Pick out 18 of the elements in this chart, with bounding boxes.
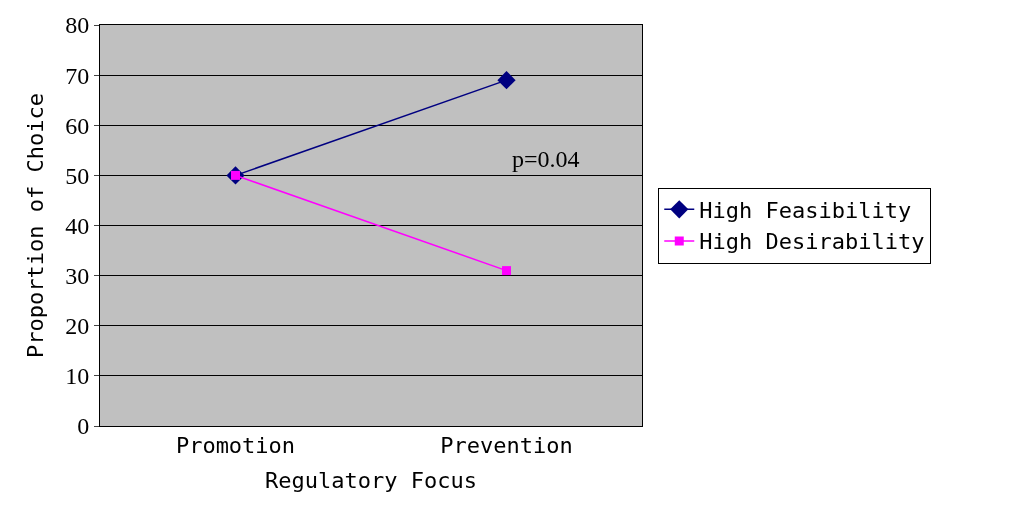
x-tick-label: Prevention <box>440 433 573 459</box>
point <box>497 71 516 90</box>
y-tick-label: 10 <box>65 363 90 390</box>
x-axis-title: Regulatory Focus <box>265 468 477 494</box>
y-tick-label: 70 <box>65 62 90 89</box>
y-tick-label: 80 <box>65 12 90 39</box>
legend-label: High Feasibility <box>699 197 912 223</box>
y-tick-label: 60 <box>65 112 90 139</box>
annotation: p=0.04 <box>512 146 580 172</box>
point <box>502 266 511 276</box>
y-tick-label: 30 <box>65 263 90 290</box>
y-tick-label: 20 <box>65 313 90 340</box>
y-tick-label: 0 <box>77 413 90 440</box>
y-axis-title: Proportion of Choice <box>23 93 48 358</box>
legend-label: High Desirability <box>699 229 925 255</box>
y-tick-label: 50 <box>65 162 90 189</box>
x-tick-label: Promotion <box>175 433 296 459</box>
y-tick-label: 40 <box>65 212 90 239</box>
